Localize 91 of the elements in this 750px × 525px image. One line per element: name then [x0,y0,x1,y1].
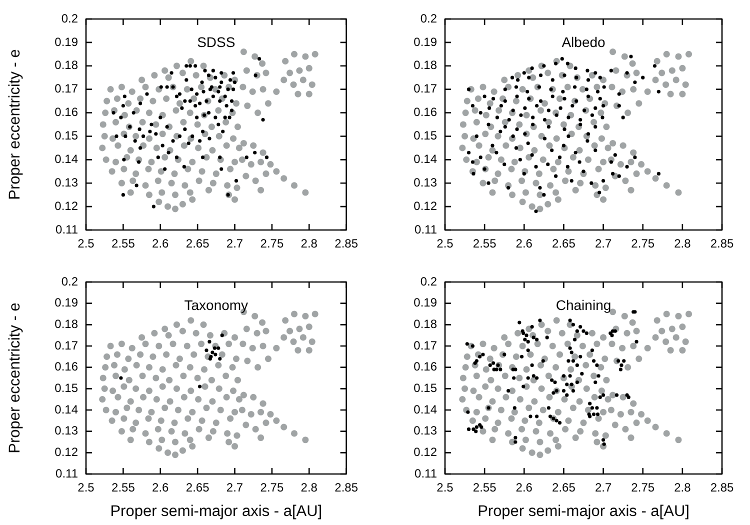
text: SDSS [197,34,236,50]
x-tick-label: 2.7 [594,480,612,495]
text: Albedo [562,34,606,50]
y-axis-title: Proper eccentricity - e [6,49,24,200]
y-tick-label: 0.14 [54,152,78,166]
y-tick-label: 0.2 [420,11,438,26]
x-tick-label: 2.5 [78,236,95,251]
x-tick-label: 2.5 [436,236,454,251]
y-axis-title: Proper eccentricity - e [6,302,24,454]
point [208,340,212,344]
point [216,346,220,350]
x-tick-label: 2.65 [186,236,210,251]
y-tick-label: 0.14 [54,402,78,416]
x-tick-label: 2.65 [552,480,576,495]
y-tick-label: 0.13 [414,424,438,438]
y-tick-label: 0.14 [414,152,438,166]
y-tick-label: 0.19 [414,34,438,49]
x-tick-label: 2.85 [710,480,734,495]
y-tick-label: 0.17 [54,82,78,96]
x-tick-label: 2.65 [552,236,576,251]
x-tick-label: 2.75 [631,480,655,495]
y-tick-label: 0.14 [414,402,438,416]
text: Taxonomy [184,296,248,313]
point [198,384,202,388]
x-tick-label: 2.8 [674,236,692,251]
y-tick-label: 0.12 [54,198,78,213]
x-tick-label: 2.6 [516,236,533,251]
x-tick-label: 2.5 [436,480,454,495]
y-tick-label: 0.18 [54,58,78,72]
y-tick-label: 0.19 [54,296,78,310]
y-tick-label: 0.11 [414,222,438,236]
x-tick-label: 2.6 [152,480,170,495]
y-tick-label: 0.19 [414,296,438,310]
x-tick-label: 2.7 [226,480,244,495]
x-tick-label: 2.55 [112,480,136,495]
x-tick-label: 2.75 [260,480,284,495]
y-tick-label: 0.13 [54,175,78,190]
x-tick-label: 2.8 [674,480,692,495]
y-tick-label: 0.2 [61,274,78,288]
x-tick-label: 2.75 [631,236,655,251]
x-tick-label: 2.6 [516,480,533,495]
x-tick-label: 2.6 [152,236,170,251]
y-tick-label: 0.15 [414,128,438,143]
y-tick-label: 0.16 [54,105,78,120]
x-tick-label: 2.85 [334,480,358,495]
y-tick-label: 0.16 [54,360,78,374]
x-tick-label: 2.85 [710,236,734,251]
point [220,334,224,338]
y-tick-label: 0.16 [414,360,438,374]
x-tick-label: 2.8 [300,236,318,251]
text: Chaining [556,296,612,313]
y-tick-label: 0.17 [414,338,438,352]
point [214,352,218,356]
y-tick-label: 0.15 [414,380,438,395]
y-tick-label: 0.19 [54,34,78,49]
y-tick-label: 0.15 [54,128,78,143]
x-tick-label: 2.55 [472,480,497,495]
point [218,357,222,361]
y-tick-label: 0.17 [54,338,78,352]
x-axis-title: Proper semi-major axis - a[AU] [478,502,690,520]
y-tick-label: 0.18 [414,58,438,72]
x-tick-label: 2.75 [260,236,284,251]
y-tick-label: 0.12 [414,198,438,213]
x-tick-label: 2.7 [226,236,244,251]
y-tick-label: 0.17 [414,82,438,96]
x-tick-label: 2.85 [334,236,358,251]
x-tick-label: 2.8 [300,480,318,495]
y-tick-label: 0.2 [61,11,78,26]
y-tick-label: 0.2 [420,274,438,288]
y-tick-label: 0.18 [54,316,78,331]
y-tick-label: 0.12 [54,444,78,459]
y-tick-label: 0.13 [414,175,438,190]
x-tick-label: 2.65 [186,480,210,495]
x-tick-label: 2.5 [78,480,95,495]
x-axis-title: Proper semi-major axis - a[AU] [110,502,322,520]
x-tick-label: 2.7 [594,236,612,251]
point [119,376,123,380]
y-tick-label: 0.15 [54,380,78,395]
y-tick-label: 0.16 [414,105,438,120]
y-tick-label: 0.11 [56,466,78,480]
x-tick-label: 2.55 [112,236,136,251]
y-tick-label: 0.11 [56,222,78,236]
y-tick-label: 0.12 [414,444,438,459]
y-tick-label: 0.11 [414,466,438,480]
y-tick-label: 0.18 [414,316,438,331]
point [210,350,214,354]
y-tick-label: 0.13 [54,424,78,438]
x-tick-label: 2.55 [472,236,497,251]
point [212,346,216,350]
point [208,357,212,361]
point [204,348,208,352]
